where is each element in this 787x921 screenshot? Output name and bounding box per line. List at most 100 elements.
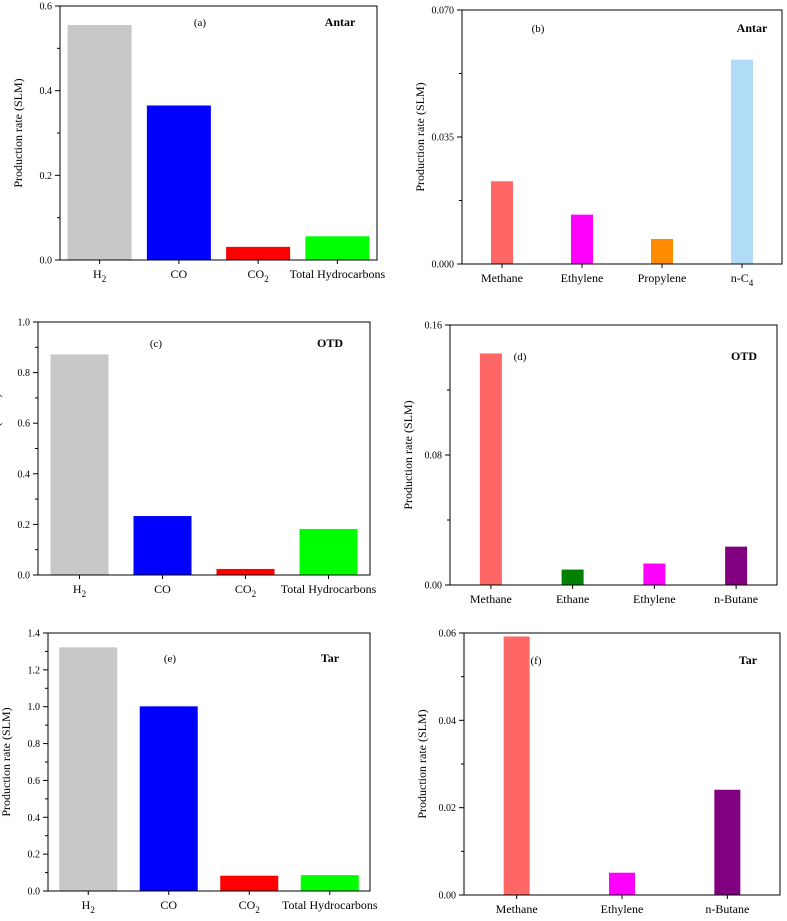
x-tick-label-base: Propylene — [638, 271, 687, 285]
x-tick-label-e-3: Total Hydrocarbons — [282, 898, 378, 912]
panel-label-b: (b) — [532, 23, 545, 35]
x-tick-label-b-3: n-C4 — [731, 271, 754, 288]
panel-label-a: (a) — [194, 17, 207, 29]
y-tick-label-a-2: 0.4 — [40, 86, 53, 97]
chart-title-e: Tar — [321, 651, 340, 665]
x-tick-label-a-2: CO2 — [248, 267, 269, 284]
y-tick-label-e-3: 0.6 — [28, 776, 41, 787]
chart-panel-b: 0.000 0.035 0.070 Methane Ethylene Propylene n… — [413, 6, 783, 288]
x-tick-label-a-3: Total Hydrocarbons — [290, 267, 386, 281]
chart-title-c: OTD — [317, 336, 343, 350]
x-tick-label-base: CO — [171, 267, 188, 281]
y-axis-label-f: Production rate (SLM) — [415, 709, 429, 818]
x-tick-label-e-0: H2 — [82, 898, 95, 915]
x-tick-label-a-0: H2 — [93, 267, 106, 284]
x-tick-label-base: H — [73, 582, 82, 596]
x-tick-label-base: n-C — [731, 271, 749, 285]
y-axis-label-e: Production rate (SLM) — [0, 707, 13, 816]
panel-label-d: (d) — [514, 351, 527, 363]
chart-panel-f: 0.00 0.02 0.04 0.06 Methane Ethylene n-Butane P… — [415, 629, 781, 916]
bar-f-1 — [609, 872, 635, 895]
x-tick-label-base: n-Butane — [714, 592, 758, 606]
y-tick-label-f-3: 0.06 — [439, 629, 457, 640]
x-tick-label-c-0: H2 — [73, 582, 86, 599]
y-tick-label-c-1: 0.2 — [18, 520, 31, 531]
chart-panel-a: 0.00.20.40.6H2 CO CO2 Total HydrocarbonsPro… — [11, 2, 385, 285]
x-tick-label-sub: 2 — [82, 589, 87, 599]
x-tick-label-base: Ethylene — [561, 271, 604, 285]
bar-c-0 — [50, 354, 109, 575]
bar-d-1 — [561, 569, 584, 585]
y-tick-label-c-4: 0.8 — [18, 368, 31, 379]
x-tick-label-e-1: CO — [160, 898, 177, 912]
y-tick-label-e-6: 1.2 — [28, 665, 41, 676]
x-tick-label-sub: 2 — [255, 905, 260, 915]
x-tick-label-c-3: Total Hydrocarbons — [281, 582, 377, 596]
chart-panel-c: 0.00.20.40.60.81.0H2 CO CO2 Total Hydrocarb… — [0, 318, 377, 600]
x-tick-label-base: Methane — [470, 592, 512, 606]
panel-label-e: (e) — [164, 653, 177, 665]
bar-e-3 — [300, 875, 359, 891]
y-tick-label-f-0: 0.00 — [439, 891, 457, 902]
y-tick-label-e-1: 0.2 — [28, 850, 41, 861]
x-tick-label-c-1: CO — [154, 582, 171, 596]
y-tick-label-d-2: 0.16 — [425, 321, 443, 332]
y-tick-label-c-0: 0.0 — [18, 571, 31, 582]
y-tick-label-d-0: 0.00 — [425, 581, 443, 592]
x-tick-label-base: n-Butane — [705, 902, 749, 916]
x-tick-label-base: CO — [160, 898, 177, 912]
bar-e-0 — [59, 647, 118, 891]
y-tick-label-e-5: 1.0 — [28, 702, 41, 713]
y-tick-label-c-2: 0.4 — [18, 469, 31, 480]
chart-panel-d: 0.00 0.08 0.16 Methane Ethane Ethylene n-Butan… — [401, 321, 778, 606]
x-tick-label-c-2: CO2 — [235, 582, 256, 599]
y-tick-label-b-2: 0.070 — [432, 6, 455, 17]
bar-f-2 — [714, 789, 741, 895]
x-tick-label-base: Total Hydrocarbons — [290, 267, 386, 281]
y-tick-label-f-2: 0.04 — [439, 716, 457, 727]
bar-b-3 — [731, 59, 753, 265]
bar-f-0 — [503, 636, 530, 895]
x-tick-label-base: Total Hydrocarbons — [282, 898, 378, 912]
x-tick-label-sub: 2 — [252, 589, 257, 599]
y-tick-label-e-4: 0.8 — [28, 739, 41, 750]
chart-panel-e: 0.00.20.40.60.81.01.21.4H2 CO CO2 Total Hyd… — [0, 629, 378, 916]
x-tick-label-base: Total Hydrocarbons — [281, 582, 377, 596]
x-tick-label-b-1: Ethylene — [561, 271, 604, 285]
panel-label-f: (f) — [531, 655, 542, 667]
x-tick-label-base: Ethane — [556, 592, 589, 606]
bar-a-2 — [226, 246, 291, 260]
x-tick-label-sub: 4 — [749, 278, 754, 288]
bar-a-0 — [67, 25, 132, 260]
x-tick-label-d-2: Ethylene — [633, 592, 676, 606]
chart-title-a: Antar — [325, 15, 356, 29]
x-tick-label-e-2: CO2 — [239, 898, 260, 915]
bar-e-1 — [139, 706, 198, 891]
chart-title-d: OTD — [731, 349, 757, 363]
bar-b-1 — [571, 214, 593, 264]
bar-a-3 — [305, 236, 370, 260]
bar-a-1 — [146, 105, 211, 260]
bar-e-2 — [220, 875, 279, 891]
bar-c-1 — [133, 516, 192, 575]
y-axis-label-d: Production rate (SLM) — [401, 400, 415, 509]
bar-b-2 — [651, 238, 673, 264]
x-tick-label-base: CO — [154, 582, 171, 596]
y-tick-label-d-1: 0.08 — [425, 451, 443, 462]
y-axis-label-b: Production rate (SLM) — [413, 82, 427, 191]
y-tick-label-e-0: 0.0 — [28, 887, 41, 898]
x-tick-label-base: Methane — [496, 902, 538, 916]
bar-b-0 — [491, 181, 513, 264]
x-tick-label-base: CO — [248, 267, 265, 281]
x-tick-label-base: H — [82, 898, 91, 912]
y-tick-label-a-1: 0.2 — [40, 171, 53, 182]
x-tick-label-base: Ethylene — [601, 902, 644, 916]
x-tick-label-base: Ethylene — [633, 592, 676, 606]
y-tick-label-a-3: 0.6 — [40, 2, 53, 13]
y-tick-label-c-5: 1.0 — [18, 318, 31, 329]
panel-label-c: (c) — [150, 338, 163, 350]
bar-d-0 — [479, 353, 502, 585]
x-tick-label-sub: 2 — [102, 274, 107, 284]
x-tick-label-d-1: Ethane — [556, 592, 589, 606]
